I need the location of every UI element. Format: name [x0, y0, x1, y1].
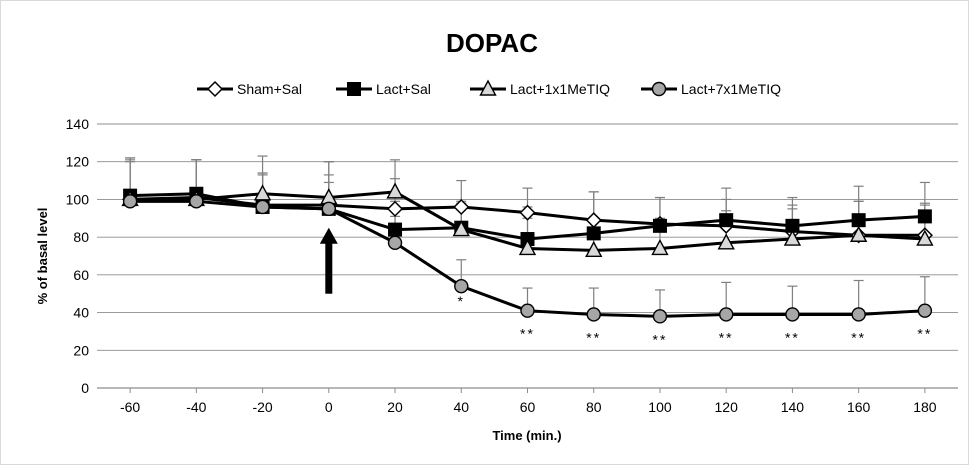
x-tick-label: -20	[252, 399, 272, 415]
arrow-shaft	[325, 241, 333, 294]
series-3-point	[321, 201, 337, 217]
legend: Sham+Sal Lact+Sal Lact+1x1MeTIQ Lact+7x1MeT…	[197, 79, 781, 98]
series-2-point	[717, 233, 735, 250]
series-3-point	[255, 199, 270, 215]
significance-annotations: *** ** ** ** ** ** **	[458, 293, 932, 347]
significance-mark: **	[520, 326, 535, 342]
x-tick-label: 180	[913, 399, 937, 415]
series-3-point	[520, 303, 535, 318]
significance-mark: **	[917, 326, 932, 342]
series-1-point	[652, 218, 667, 233]
series-1-point	[851, 213, 866, 228]
series-2-point	[253, 184, 272, 201]
x-tick-label: 0	[325, 399, 333, 415]
series-1-point	[388, 222, 403, 237]
legend-marker-0	[206, 80, 224, 98]
series-1-point	[586, 226, 601, 241]
x-tick-label: 100	[648, 399, 672, 415]
series-2-point	[916, 229, 934, 246]
y-tick-label: 80	[73, 229, 89, 245]
series-3-point	[718, 307, 734, 322]
legend-label-1: Lact+Sal	[376, 81, 431, 97]
significance-mark: *	[458, 293, 465, 309]
y-tick-label: 20	[73, 342, 89, 358]
series-3-point	[586, 307, 601, 322]
series-3-point	[189, 194, 204, 209]
legend-label-0: Sham+Sal	[237, 81, 302, 97]
arrow-head	[319, 227, 338, 244]
legend-label-3: Lact+7x1MeTIQ	[681, 81, 781, 97]
series-markers	[121, 182, 934, 324]
significance-mark: **	[719, 329, 734, 345]
legend-label-2: Lact+1x1MeTIQ	[510, 81, 610, 97]
series-1-point	[719, 213, 734, 228]
series-3-point	[122, 194, 138, 209]
series-3-point	[851, 307, 866, 322]
x-tick-label: 20	[387, 399, 403, 415]
series-2-point	[452, 220, 470, 237]
series-3-point	[454, 278, 469, 294]
legend-marker-1	[347, 82, 361, 96]
series-0-point	[585, 212, 602, 229]
series-2-point	[651, 238, 669, 256]
x-axis-label: Time (min.)	[492, 428, 561, 443]
x-tick-label: 160	[847, 399, 871, 415]
x-tick-label: 120	[715, 399, 739, 415]
x-tick-label: -60	[120, 399, 140, 415]
injection-arrow	[319, 227, 338, 294]
series-2-point	[783, 229, 802, 246]
y-tick-label: 60	[73, 267, 89, 283]
series-0-point	[386, 200, 404, 217]
significance-mark: **	[851, 329, 866, 345]
x-tick-label: 60	[520, 399, 536, 415]
series-1-point	[917, 209, 932, 224]
legend-marker-2	[479, 79, 497, 96]
series-3-point	[785, 307, 800, 322]
x-tick-label: -40	[186, 399, 206, 415]
y-tick-labels: 0 20 40 60 80 100 120 140	[66, 116, 90, 396]
legend-marker-3	[651, 81, 667, 97]
series-3-point	[387, 235, 403, 251]
x-tick-label: 40	[453, 399, 469, 415]
series-2-point	[386, 182, 404, 199]
series-2-point	[849, 225, 868, 242]
y-tick-label: 0	[81, 380, 89, 396]
x-tick-label: 140	[781, 399, 805, 415]
gridlines	[97, 123, 958, 389]
significance-mark: **	[785, 329, 800, 345]
series-3-point	[652, 309, 668, 324]
chart-title: DOPAC	[446, 28, 538, 58]
series-3-point	[917, 303, 933, 318]
y-tick-label: 140	[66, 116, 90, 132]
series-0-point	[453, 198, 470, 216]
series-2-point	[518, 238, 537, 256]
x-tick-label: 80	[586, 399, 602, 415]
x-tick-labels: -60 -40 -20 0 20 40 60 80 100 120 140 160 180	[120, 388, 937, 415]
y-tick-label: 40	[73, 305, 89, 321]
y-axis-label: % of basal level	[35, 208, 50, 305]
significance-mark: **	[653, 331, 668, 347]
y-tick-label: 120	[66, 154, 90, 170]
series-2-point	[585, 240, 603, 258]
series-0-point	[519, 204, 536, 221]
significance-mark: **	[586, 329, 601, 345]
y-tick-label: 100	[66, 191, 90, 207]
